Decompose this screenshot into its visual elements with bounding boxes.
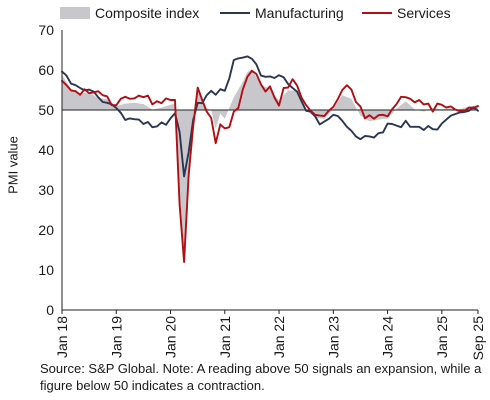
legend-swatch-manufacturing	[220, 12, 250, 14]
legend-swatch-services	[362, 12, 392, 14]
y-tick-label: 60	[38, 62, 54, 78]
y-tick-label: 50	[38, 102, 54, 118]
legend-label-composite: Composite index	[95, 5, 200, 21]
x-tick-label: Jan 19	[108, 316, 124, 358]
series-area-composite	[62, 69, 478, 256]
x-tick-label: Sep 25	[470, 316, 486, 360]
x-tick-label: Jan 22	[271, 316, 287, 358]
source-note: Source: S&P Global. Note: A reading abov…	[40, 361, 482, 393]
legend-label-manufacturing: Manufacturing	[255, 5, 344, 21]
y-tick-label: 0	[46, 302, 54, 318]
legend-item-services: Services	[362, 4, 451, 22]
x-tick-label: Jan 18	[54, 316, 70, 358]
y-tick-label: 40	[38, 142, 54, 158]
y-tick-label: 10	[38, 262, 54, 278]
legend-item-composite: Composite index	[60, 4, 199, 22]
plot-area: 0 10 20 30 40 50 60 70 Jan 18 Jan 19 Jan 20 Jan 21 J…	[38, 22, 486, 360]
x-tick-label: Jan 20	[163, 316, 179, 358]
y-tick-label: 70	[38, 22, 54, 38]
series-line-manufacturing	[61, 55, 479, 178]
y-tick-label: 30	[38, 182, 54, 198]
y-tick-label: 20	[38, 222, 54, 238]
legend-swatch-composite	[60, 7, 90, 19]
x-tick-label: Jan 24	[380, 316, 396, 358]
x-tick-label: Jan 25	[434, 316, 450, 358]
x-tick-label: Jan 23	[325, 316, 341, 358]
legend-item-manufacturing: Manufacturing	[220, 4, 344, 22]
series-line-services	[61, 69, 479, 263]
legend-label-services: Services	[397, 5, 451, 21]
x-tick-label: Jan 21	[217, 316, 233, 358]
chart-legend: Composite index Manufacturing Services	[60, 4, 480, 24]
